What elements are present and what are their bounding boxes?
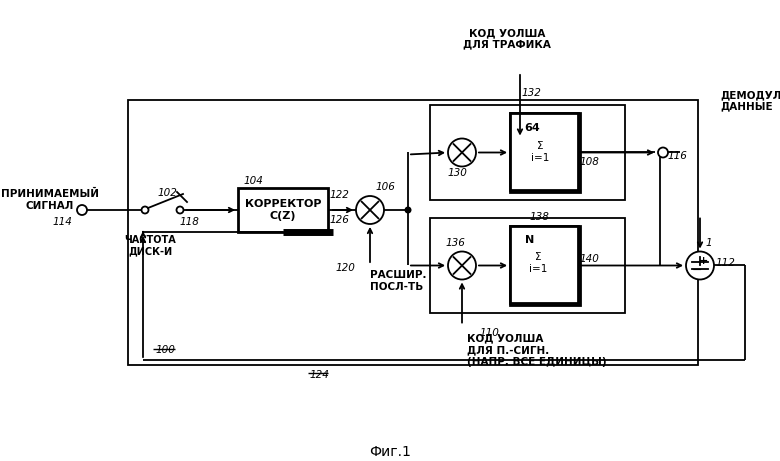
Bar [510,113,580,192]
Text: 140: 140 [580,254,600,264]
Text: 122: 122 [330,190,350,200]
Circle shape [448,138,476,166]
Text: N: N [526,235,534,245]
Text: 102: 102 [157,188,177,198]
Circle shape [658,148,668,158]
Text: Σ
i=1: Σ i=1 [531,141,549,163]
Bar [510,226,580,305]
Text: Фиг.1: Фиг.1 [369,445,411,459]
Bar [510,226,578,303]
Text: 130: 130 [447,167,467,177]
Circle shape [448,252,476,279]
Text: 114: 114 [52,217,72,227]
Bar [430,218,625,313]
Text: 136: 136 [445,237,465,248]
Bar [576,230,583,309]
Text: 1: 1 [705,237,711,248]
Text: 112: 112 [716,258,736,267]
Text: Σ
i=1: Σ i=1 [529,252,548,273]
Text: 116: 116 [668,150,688,160]
Bar [510,113,578,190]
Text: КОРРЕКТОР
C(Z): КОРРЕКТОР C(Z) [245,199,321,221]
Text: КОД УОЛША
ДЛЯ ТРАФИКА: КОД УОЛША ДЛЯ ТРАФИКА [463,28,551,50]
Text: 106: 106 [375,182,395,192]
Text: 104: 104 [243,176,263,186]
Text: ДЕМОДУЛИР.
ДАННЫЕ: ДЕМОДУЛИР. ДАННЫЕ [720,90,780,112]
Text: ЧАСТОТА
ДИСК-И: ЧАСТОТА ДИСК-И [124,235,176,257]
Text: КОД УОЛША
ДЛЯ П.-СИГН.
(НАПР. ВСЕ ЕДИНИЦЫ): КОД УОЛША ДЛЯ П.-СИГН. (НАПР. ВСЕ ЕДИНИЦ… [467,333,607,366]
Text: 118: 118 [180,217,200,227]
Circle shape [77,205,87,215]
Text: РАСШИР.
ПОСЛ-ТЬ: РАСШИР. ПОСЛ-ТЬ [370,270,427,292]
Bar [576,117,583,196]
Text: +: + [698,256,707,266]
Text: 138: 138 [530,212,550,222]
Text: 132: 132 [522,88,542,98]
Text: 126: 126 [330,215,350,225]
Bar [128,100,698,365]
Text: 120: 120 [335,263,355,273]
Circle shape [176,207,183,213]
Circle shape [405,207,412,213]
Circle shape [356,196,384,224]
Text: ПРИНИМАЕМЫЙ
СИГНАЛ: ПРИНИМАЕМЫЙ СИГНАЛ [1,189,99,211]
Text: 64: 64 [524,123,540,133]
Circle shape [686,252,714,279]
Bar [430,105,625,200]
Bar [238,188,328,232]
Text: 108: 108 [580,156,600,166]
Text: 124: 124 [310,370,330,380]
Text: 100: 100 [155,345,175,355]
Text: 110: 110 [480,327,500,337]
Text: −: − [692,264,702,277]
Circle shape [141,207,148,213]
